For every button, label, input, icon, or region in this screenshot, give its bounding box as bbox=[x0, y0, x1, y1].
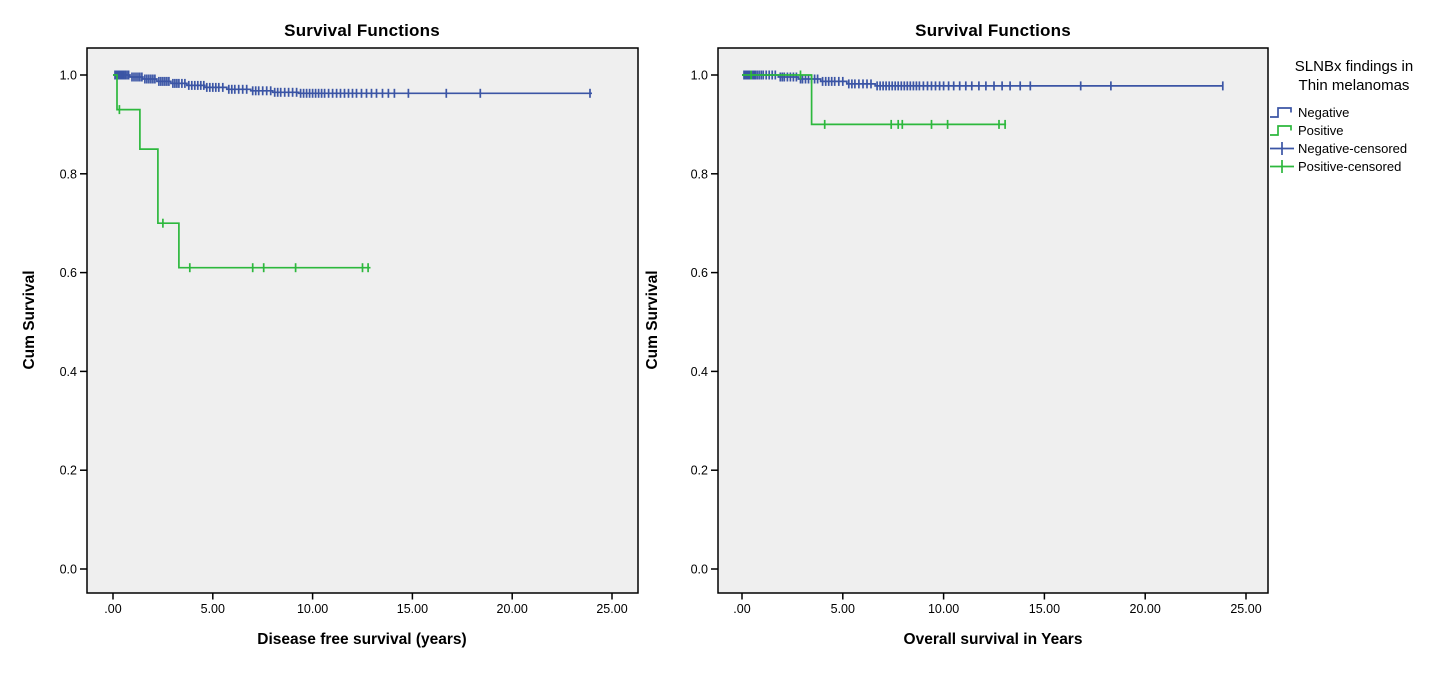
legend-item-negative: Negative bbox=[1269, 103, 1439, 121]
plot-area bbox=[86, 47, 639, 594]
legend: SLNBx findings in Thin melanomas Negativ… bbox=[1269, 57, 1439, 175]
x-axis-tick-label: 15.00 bbox=[1029, 602, 1060, 616]
plus-line-icon-path bbox=[1270, 141, 1294, 155]
legend-item-negative-censored: Negative-censored bbox=[1269, 139, 1439, 157]
y-axis-tick-label: 0.8 bbox=[60, 167, 77, 181]
legend-label: Positive bbox=[1298, 122, 1344, 138]
y-axis-tick-label: 0.0 bbox=[60, 563, 77, 577]
y-axis-tick-label: 0.6 bbox=[60, 266, 77, 280]
y-axis-tick-label: 0.4 bbox=[691, 365, 708, 379]
step-line-icon bbox=[1270, 106, 1292, 118]
y-axis-tick-label: 0.2 bbox=[691, 464, 708, 478]
step-line-icon-path bbox=[1270, 124, 1292, 136]
chart-title-left: Survival Functions bbox=[284, 21, 440, 40]
x-axis-tick-label: 25.00 bbox=[596, 602, 627, 616]
y-axis-tick-label: 1.0 bbox=[691, 69, 708, 83]
x-axis-tick-label: 25.00 bbox=[1230, 602, 1261, 616]
y-axis-tick-label: 0.4 bbox=[60, 365, 77, 379]
y-axis-title-left: Cum Survival bbox=[21, 270, 38, 370]
x-axis-tick-label: .00 bbox=[104, 602, 121, 616]
legend-label: Negative bbox=[1298, 104, 1350, 120]
legend-title-line1: SLNBx findings in bbox=[1294, 58, 1414, 75]
plus-line-icon bbox=[1270, 159, 1294, 173]
y-axis-title-right: Cum Survival bbox=[644, 270, 661, 370]
y-axis-tick-label: 0.2 bbox=[60, 464, 77, 478]
legend-item-positive-censored: Positive-censored bbox=[1269, 157, 1439, 175]
survival-curve-negative bbox=[113, 74, 592, 95]
survival-curve-positive bbox=[742, 74, 1007, 126]
y-axis-tick-label: 0.6 bbox=[691, 266, 708, 280]
plus-line-icon-path bbox=[1270, 159, 1294, 173]
x-axis-tick-label: .00 bbox=[733, 602, 750, 616]
y-axis-tick-label: 1.0 bbox=[60, 69, 77, 83]
x-axis-tick-label: 20.00 bbox=[1130, 602, 1161, 616]
legend-item-positive: Positive bbox=[1269, 121, 1439, 139]
legend-label: Negative-censored bbox=[1298, 140, 1408, 156]
x-axis-title-right: Overall survival in Years bbox=[903, 631, 1083, 648]
step-line-icon bbox=[1270, 124, 1292, 136]
legend-label: Positive-censored bbox=[1298, 158, 1402, 174]
plus-line-icon bbox=[1270, 141, 1294, 155]
x-axis-tick-label: 10.00 bbox=[928, 602, 959, 616]
chart-title-right: Survival Functions bbox=[915, 21, 1071, 40]
x-axis-tick-label: 10.00 bbox=[297, 602, 328, 616]
survival-curve-negative bbox=[742, 74, 1223, 87]
x-axis-tick-label: 20.00 bbox=[497, 602, 528, 616]
x-axis-title-left: Disease free survival (years) bbox=[257, 631, 467, 648]
x-axis-tick-label: 5.00 bbox=[201, 602, 225, 616]
step-line-icon-path bbox=[1270, 106, 1292, 118]
plot-area bbox=[717, 47, 1269, 594]
y-axis-tick-label: 0.0 bbox=[691, 563, 708, 577]
legend-title-line2: Thin melanomas bbox=[1298, 77, 1410, 94]
x-axis-tick-label: 15.00 bbox=[397, 602, 428, 616]
legend-title: SLNBx findings in Thin melanomas bbox=[1269, 57, 1439, 95]
legend-items: Negative Positive Negative-censored Posi… bbox=[1269, 103, 1439, 175]
x-axis-tick-label: 5.00 bbox=[831, 602, 855, 616]
y-axis-tick-label: 0.8 bbox=[691, 167, 708, 181]
survival-curve-positive bbox=[113, 74, 371, 269]
